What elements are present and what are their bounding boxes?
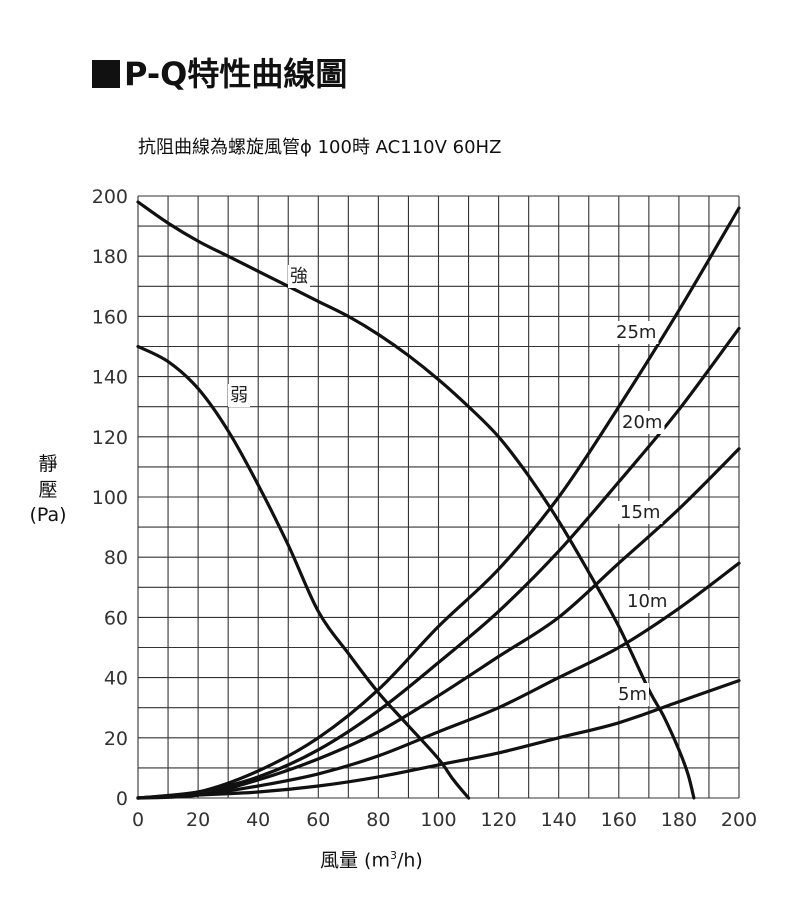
y-axis-label-line2: 壓 [38,478,58,501]
curve-resistance-20m [136,326,741,800]
y-tick-label: 60 [104,607,128,629]
x-tick-label: 100 [420,809,456,831]
chart-title: P-Q特性曲線圖 [92,58,347,90]
curve-resistance-5m [136,679,741,800]
x-tick-label: 20 [186,809,210,831]
chart-ticks: 0 20 40 60 80 100 120 140 160 180 200 0 20 40 60 80 100 1… [92,186,757,831]
curve-label-background [620,411,665,434]
curve-label: 5m [618,684,647,705]
curve-label-background [228,384,250,407]
y-tick-label: 80 [104,547,128,569]
curve-label-background [625,590,670,613]
curve-label: 25m [616,322,656,343]
y-tick-label: 120 [92,427,128,449]
x-axis-label-tail: /h) [396,849,423,872]
x-axis-label-sup: 3 [389,849,397,862]
y-axis-label-line1: 靜 [38,453,58,475]
x-tick-label: 80 [366,809,390,831]
x-tick-label: 140 [541,809,577,831]
chart-curves [136,200,741,800]
curve-fan-0 [136,200,696,800]
curve-label: 10m [627,591,667,612]
y-tick-label: 0 [116,788,128,810]
x-tick-label: 120 [480,809,516,831]
x-axis-label-text: 風量 (m [320,849,390,872]
curve-label: 弱 [230,385,248,406]
curve-label-background [614,321,659,344]
chart-title-text: P-Q特性曲線圖 [124,55,348,93]
y-axis-label: 靜 壓 (Pa) [18,452,78,529]
curve-resistance-25m [136,206,741,800]
curve-resistance-15m [136,447,741,800]
y-tick-label: 140 [92,367,128,389]
chart-curve-labels: 強弱 25m 20m 15m 10m 5m [228,265,670,706]
y-tick-label: 100 [92,487,128,509]
curve-label-background [618,501,663,524]
chart-subtitle: 抗阻曲線為螺旋風管ϕ 100時 AC110V 60HZ [138,137,502,158]
curve-label: 20m [622,412,662,433]
curve-fan-1 [136,344,471,800]
x-tick-label: 160 [601,809,637,831]
y-tick-label: 200 [92,186,128,208]
x-tick-label: 180 [661,809,697,831]
curve-label-background [616,683,649,706]
y-tick-label: 20 [104,728,128,750]
x-tick-label: 60 [306,809,330,831]
x-tick-label: 40 [246,809,270,831]
y-tick-label: 180 [92,246,128,268]
curve-label-background [288,265,310,288]
curve-label: 強 [290,266,308,287]
curve-resistance-10m [136,561,741,800]
y-tick-label: 40 [104,668,128,690]
title-square-icon [92,60,120,88]
curve-label: 15m [620,502,660,523]
x-axis-label: 風量 (m3/h) [320,850,423,870]
chart-grid [137,195,740,799]
y-tick-label: 160 [92,306,128,328]
x-tick-label: 0 [132,809,144,831]
x-tick-label: 200 [721,809,757,831]
y-axis-label-unit: (Pa) [29,504,67,527]
